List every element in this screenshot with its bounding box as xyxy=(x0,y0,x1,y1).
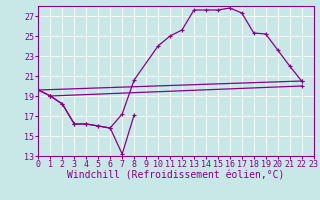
X-axis label: Windchill (Refroidissement éolien,°C): Windchill (Refroidissement éolien,°C) xyxy=(67,171,285,181)
